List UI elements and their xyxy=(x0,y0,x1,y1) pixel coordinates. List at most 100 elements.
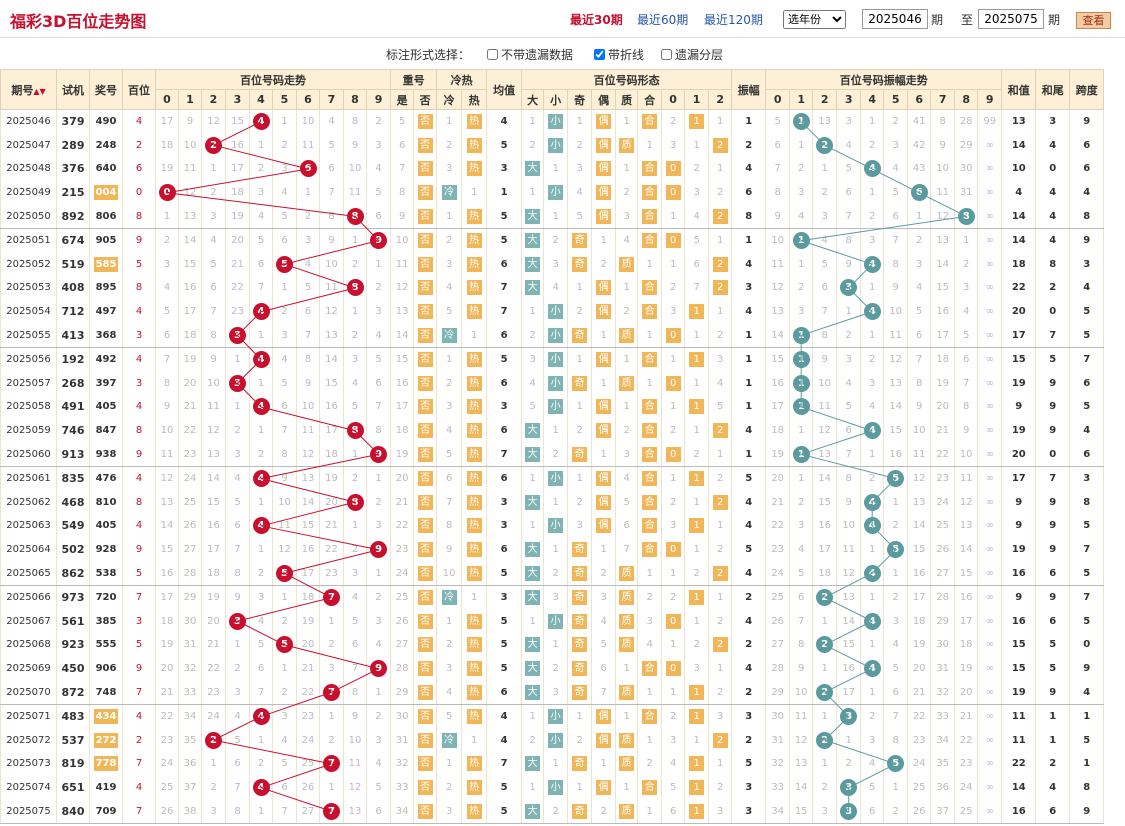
amp-trend-cell: ∞ xyxy=(977,752,1003,776)
coldhot-tag: 热 xyxy=(466,233,482,249)
form-tag: 2 xyxy=(712,732,728,748)
form-tag: 大 xyxy=(525,637,541,653)
form-tag: 偶 xyxy=(596,208,612,224)
hundred-cell: 5 xyxy=(122,252,156,277)
repeat-cell: 否 xyxy=(413,466,438,491)
avg-cell: 3 xyxy=(486,514,523,538)
amp-trend-cell: 11 xyxy=(789,704,814,729)
period-cell: 2025064 xyxy=(0,537,57,562)
option-with-line-checkbox[interactable] xyxy=(594,49,605,60)
repeat-tag: 否 xyxy=(417,613,433,629)
form-tag: 质 xyxy=(619,327,635,343)
repeat-cell: 否 xyxy=(413,752,438,776)
trend-cell: 5 xyxy=(343,609,367,634)
form-cell: 2 xyxy=(708,537,733,562)
form-cell: 奇 xyxy=(567,585,593,610)
amp-trend-cell: 14 xyxy=(836,609,862,634)
amp-trend-cell: 1 xyxy=(860,109,885,134)
form-cell: 1 xyxy=(708,228,733,253)
option-no-omission-checkbox[interactable] xyxy=(487,49,498,60)
form-cell: 大 xyxy=(521,252,545,277)
form-cell: 7 xyxy=(591,680,617,705)
form-cell: 大 xyxy=(521,561,545,586)
avg-cell: 6 xyxy=(486,680,523,705)
repeat-cell: 16 xyxy=(390,371,415,396)
year-select[interactable]: 选年份 xyxy=(783,10,846,29)
form-cell: 合 xyxy=(637,180,663,205)
trend-cell: 14 xyxy=(155,514,179,538)
form-tag: 小 xyxy=(548,352,564,368)
trend-ball: 3 xyxy=(229,374,246,392)
trend-ball: 4 xyxy=(252,113,270,131)
amp-trend-cell: 4 xyxy=(860,418,885,443)
amp-trend-cell: 6 xyxy=(765,133,791,158)
link-last-120[interactable]: 最近120期 xyxy=(704,13,763,27)
trend-cell: 1 xyxy=(272,656,297,681)
trend-cell: 6 xyxy=(225,514,250,538)
amp-trend-cell: 9 xyxy=(836,490,862,515)
trend-cell: 1 xyxy=(201,157,226,181)
form-tag: 小 xyxy=(548,732,564,748)
repeat-tag: 否 xyxy=(417,233,433,249)
period-header[interactable]: 期号▲▼ xyxy=(0,69,57,110)
amp-trend-cell: 10 xyxy=(907,418,932,443)
form-cell: 4 xyxy=(684,204,710,229)
option-layering[interactable]: 遗漏分层 xyxy=(661,46,723,63)
table-row: 2025066 973 720 7 17 29 19 9 3 1 18 7 4 2 25 否冷 1 3 大 3 奇 3 质 2… xyxy=(0,585,1105,610)
option-layering-checkbox[interactable] xyxy=(661,49,672,60)
trend-cell: 4 xyxy=(365,633,392,657)
amp-trend-cell: 29 xyxy=(930,609,956,634)
trend-ball: 9 xyxy=(370,541,388,559)
amp-trend-cell: 20 xyxy=(765,466,791,491)
link-last-30[interactable]: 最近30期 xyxy=(570,13,623,27)
form-cell: 2 xyxy=(615,299,639,324)
amp-trend-cell: 34 xyxy=(930,728,956,753)
option-no-omission[interactable]: 不带遗漏数据 xyxy=(487,46,573,63)
sum-tail-cell: 4 xyxy=(1035,204,1071,229)
period-cell: 2025047 xyxy=(0,133,57,158)
sort-icon[interactable]: ▲▼ xyxy=(33,86,46,96)
link-last-60[interactable]: 最近60期 xyxy=(637,13,689,27)
amp-trend-cell: 10 xyxy=(930,157,956,181)
form-cell: 2 xyxy=(684,561,710,586)
table-row: 2025057 268 397 3 8 20 10 3 1 5 9 15 4 6 16 否 2 热 6 4 小奇 1 质 1 0… xyxy=(0,371,1105,396)
view-button[interactable]: 查看 xyxy=(1076,12,1111,29)
trend-cell: 4 xyxy=(249,514,273,538)
form-cell: 2 xyxy=(708,633,733,657)
trend-cell: 8 xyxy=(319,204,344,229)
form-cell: 1 xyxy=(708,442,733,467)
trend-cell: 10 xyxy=(296,395,320,419)
trend-cell: 1 xyxy=(365,252,392,277)
form-cell: 奇 xyxy=(567,633,593,657)
period-cell: 2025055 xyxy=(0,323,57,348)
amp-trend-cell: 1 xyxy=(836,728,862,753)
option-with-line[interactable]: 带折线 xyxy=(594,46,644,63)
coldhot-cell: 3 xyxy=(436,252,463,277)
table-row: 2025056 192 492 4 7 19 9 1 4 4 8 14 3 5 15 否 1 热 5 3 小 1 偶 1 合 1 1… xyxy=(0,347,1105,372)
table-row: 2025075 840 709 7 26 38 3 8 1 7 27 7 13 6 34 否 3 热 5 大 2 奇 2 质 1… xyxy=(0,799,1105,824)
period-cell: 2025062 xyxy=(0,490,57,515)
amp-trend-cell: 3 xyxy=(836,775,862,800)
table-row: 2025067 561 385 3 18 30 20 3 4 2 19 1 5 3 26 否 1 热 5 1 小奇 4 质 3… xyxy=(0,609,1105,634)
amp-trend-cell: ∞ xyxy=(977,418,1003,443)
hundred-cell: 6 xyxy=(122,157,156,181)
amp-trend-cell: 2 xyxy=(860,466,885,491)
form-tag: 合 xyxy=(642,494,658,510)
amp-digit-header: 8 xyxy=(954,89,979,110)
form-cell: 奇 xyxy=(567,252,593,277)
amp-trend-cell: 3 xyxy=(812,204,838,229)
form-cell: 5 xyxy=(591,633,617,657)
prize-cell: 847 xyxy=(89,418,123,443)
trend-cell: 13 xyxy=(201,442,226,467)
amp-trend-cell: 8 xyxy=(954,395,979,419)
sum-cell: 22 xyxy=(1001,276,1037,300)
sum-cell: 9 xyxy=(1001,490,1037,515)
from-period-input[interactable] xyxy=(862,9,928,29)
trend-cell: 12 xyxy=(343,775,367,800)
amp-trend-cell: 27 xyxy=(930,561,956,586)
form-cell: 小 xyxy=(543,347,569,372)
span-cell: 5 xyxy=(1069,728,1105,753)
to-period-input[interactable] xyxy=(978,9,1044,29)
form-cell: 1 xyxy=(684,395,710,419)
amp-trend-cell: 13 xyxy=(883,371,909,396)
